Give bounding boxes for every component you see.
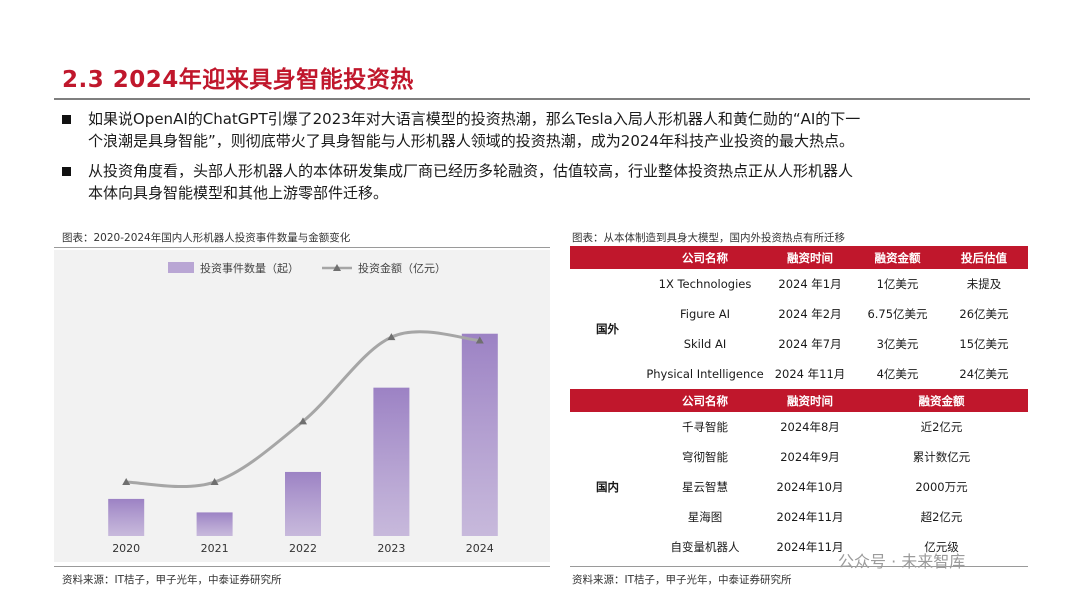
line-point-2021 (210, 478, 219, 486)
amount-cell: 2000万元 (915, 480, 968, 494)
chart-source-rule (54, 566, 550, 567)
bullet-2-line-2: 本体向具身智能模型和其他上游零部件迁移。 (88, 184, 389, 202)
bullet-2: 从投资角度看，头部人形机器人的本体研发集成厂商已经历多轮融资，估值较高，行业整体… (62, 160, 1017, 204)
line-point-2024 (475, 336, 484, 344)
company-cell: 星云智慧 (682, 480, 728, 494)
bullet-1: 如果说OpenAI的ChatGPT引爆了2023年对大语言模型的投资热潮，那么T… (62, 108, 1017, 152)
watermark-text: 公众号 · 未来智库 (838, 552, 966, 571)
date-cell: 2024年11月 (776, 540, 844, 554)
table-source: 资料来源：IT桔子，甲子光年，中泰证券研究所 (572, 574, 792, 586)
foreign-funding-table: 公司名称 融资时间 融资金额 投后估值 国外 1X Technologies 2… (570, 246, 1028, 389)
amount-cell: 累计数亿元 (912, 450, 971, 464)
domestic-header-row: 公司名称 融资时间 融资金额 (570, 389, 1028, 412)
valuation-cell: 24亿美元 (959, 367, 1009, 381)
date-cell: 2024 年1月 (778, 277, 842, 291)
table-source-rule (570, 566, 1028, 567)
company-cell: Skild AI (683, 337, 727, 351)
x-tick-label-2022: 2022 (289, 542, 317, 555)
foreign-header-row: 公司名称 融资时间 融资金额 投后估值 (570, 246, 1028, 269)
chart-caption: 图表：2020-2024年国内人形机器人投资事件数量与金额变化 (62, 232, 351, 244)
table-row: Figure AI 2024 年2月 6.75亿美元 26亿美元 (570, 299, 1028, 329)
page-title: 2.3 2024年迎来具身智能投资热 (62, 67, 414, 93)
bar-2022 (285, 471, 321, 536)
amount-cell: 近2亿元 (920, 420, 963, 434)
domestic-funding-table: 公司名称 融资时间 融资金额 国内 千寻智能 2024年8月 近2亿元 穹彻智能… (570, 389, 1028, 562)
amount-cell: 3亿美元 (876, 337, 919, 351)
bullet-square-icon (62, 167, 71, 176)
region-label-domestic: 国内 (596, 480, 619, 494)
valuation-cell: 26亿美元 (959, 307, 1009, 321)
company-cell: 千寻智能 (682, 420, 728, 434)
table-row: Physical Intelligence 2024 年11月 4亿美元 24亿… (570, 359, 1028, 389)
table-row: 星云智慧 2024年10月 2000万元 (570, 472, 1028, 502)
bar-2023 (373, 387, 410, 536)
line-point-2020 (122, 478, 131, 486)
amount-cell: 亿元级 (924, 540, 959, 554)
table-row: Skild AI 2024 年7月 3亿美元 15亿美元 (570, 329, 1028, 359)
amount-cell: 6.75亿美元 (867, 307, 928, 321)
header-date: 融资时间 (765, 246, 855, 269)
bullet-1-line-1: 如果说OpenAI的ChatGPT引爆了2023年对大语言模型的投资热潮，那么T… (88, 110, 861, 128)
x-tick-label-2024: 2024 (466, 542, 494, 555)
bar-2020 (108, 498, 145, 536)
x-tick-label-2023: 2023 (377, 542, 405, 555)
header-company: 公司名称 (645, 389, 765, 412)
table-caption: 图表：从本体制造到具身大模型，国内外投资热点有所迁移 (572, 232, 845, 244)
chart-svg: 2020 2021 2022 2023 2024 投资事件数量（起） 投资金额（亿元） (108, 261, 498, 555)
table-row: 星海图 2024年11月 超2亿元 (570, 502, 1028, 532)
bullet-2-line-1: 从投资角度看，头部人形机器人的本体研发集成厂商已经历多轮融资，估值较高，行业整体… (88, 162, 854, 180)
company-cell: Physical Intelligence (646, 367, 764, 381)
company-cell: 星海图 (687, 510, 723, 524)
chart-source: 资料来源：IT桔子，甲子光年，中泰证券研究所 (62, 574, 282, 586)
valuation-cell: 15亿美元 (959, 337, 1009, 351)
header-date: 融资时间 (765, 389, 855, 412)
date-cell: 2024 年11月 (774, 367, 846, 381)
bar-2024 (461, 333, 498, 536)
bullet-1-line-2: 个浪潮是具身智能”，则彻底带火了具身智能与人形机器人领域的投资热潮，成为2024… (88, 132, 854, 150)
company-cell: 穹彻智能 (682, 450, 728, 464)
header-amount: 融资金额 (855, 389, 1028, 412)
date-cell: 2024年8月 (780, 420, 840, 434)
chart-caption-rule (54, 247, 550, 248)
amount-cell: 4亿美元 (876, 367, 919, 381)
bar-2021 (196, 512, 233, 536)
legend-marker-line (333, 264, 341, 271)
title-divider (54, 98, 1030, 100)
table-row: 国外 1X Technologies 2024 年1月 1亿美元 未提及 (570, 269, 1028, 336)
company-cell: Figure AI (679, 307, 731, 321)
date-cell: 2024年10月 (776, 480, 844, 494)
line-point-2022 (299, 417, 307, 425)
line-point-2023 (387, 333, 396, 341)
date-cell: 2024年9月 (780, 450, 840, 464)
amount-cell: 超2亿元 (920, 510, 963, 524)
company-cell: 1X Technologies (658, 277, 752, 291)
valuation-cell: 未提及 (966, 277, 1002, 291)
legend-label-bar: 投资事件数量（起） (200, 261, 299, 275)
line-series-amount (126, 330, 480, 489)
date-cell: 2024 年2月 (778, 307, 842, 321)
header-company: 公司名称 (645, 246, 765, 269)
company-cell: 自变量机器人 (670, 540, 740, 554)
x-tick-label-2021: 2021 (201, 542, 229, 555)
amount-cell: 1亿美元 (876, 277, 919, 291)
header-valuation: 投后估值 (940, 246, 1028, 269)
date-cell: 2024年11月 (776, 510, 844, 524)
bullet-square-icon (62, 115, 71, 124)
date-cell: 2024 年7月 (778, 337, 842, 351)
x-tick-label-2020: 2020 (112, 542, 140, 555)
table-row: 自变量机器人 2024年11月 亿元级 (570, 532, 1028, 562)
legend-label-line: 投资金额（亿元） (358, 261, 446, 275)
table-row: 穹彻智能 2024年9月 累计数亿元 (570, 442, 1028, 472)
region-label-foreign: 国外 (596, 322, 619, 336)
table-row: 国内 千寻智能 2024年8月 近2亿元 (570, 412, 1028, 494)
header-amount: 融资金额 (855, 246, 940, 269)
legend-swatch-bar (168, 262, 194, 273)
